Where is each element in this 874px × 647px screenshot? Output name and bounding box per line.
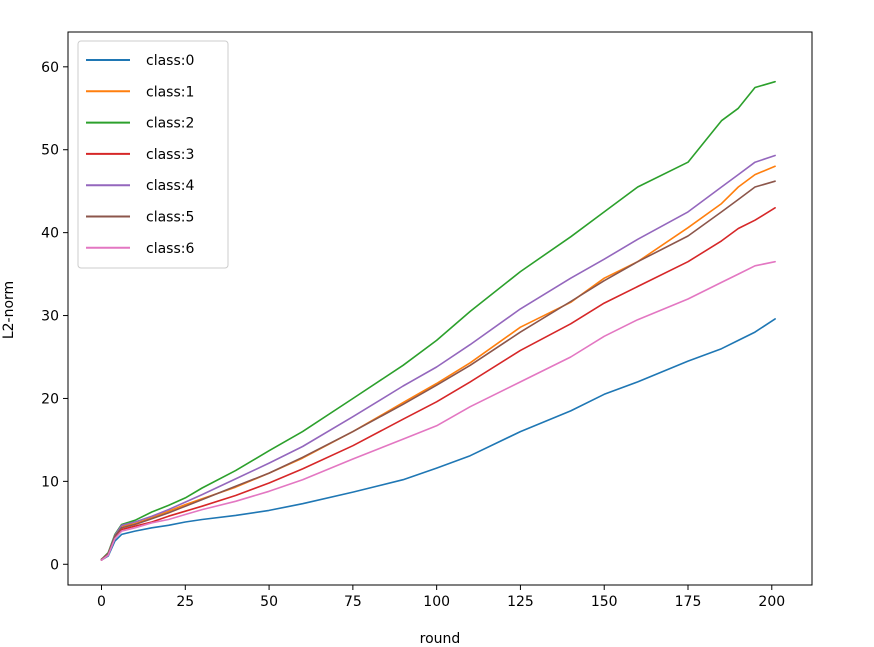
x-tick-label: 75 xyxy=(344,594,362,610)
y-axis-ticks: 0 10 20 30 40 50 60 xyxy=(41,60,68,573)
series-line-class-6 xyxy=(100,260,776,561)
legend-label: class:3 xyxy=(146,147,194,163)
y-tick-label: 60 xyxy=(41,60,59,76)
x-tick-label: 50 xyxy=(260,594,278,610)
legend-label: class:2 xyxy=(146,116,194,132)
x-axis-label: round xyxy=(420,631,461,647)
x-tick-label: 0 xyxy=(97,594,106,610)
y-axis-label: L2-norm xyxy=(1,281,17,339)
x-axis-ticks: 0 25 50 75 100 125 150 175 200 xyxy=(97,585,785,610)
legend-label: class:4 xyxy=(146,178,194,194)
legend-label: class:6 xyxy=(146,241,194,257)
legend-label: class:0 xyxy=(146,53,194,69)
y-tick-label: 50 xyxy=(41,143,59,159)
y-tick-label: 30 xyxy=(41,309,59,325)
series-line-class-2 xyxy=(100,80,776,561)
y-tick-label: 0 xyxy=(50,557,59,573)
y-tick-label: 40 xyxy=(41,226,59,242)
plot-frame xyxy=(67,31,813,586)
series-line-class-5 xyxy=(100,180,776,561)
x-tick-label: 200 xyxy=(758,594,785,610)
series-line-class-4 xyxy=(100,154,776,561)
legend-label: class:1 xyxy=(146,84,194,100)
series-line-class-0 xyxy=(100,318,776,561)
x-tick-label: 150 xyxy=(591,594,618,610)
y-tick-label: 10 xyxy=(41,474,59,490)
x-tick-label: 25 xyxy=(176,594,194,610)
x-tick-label: 125 xyxy=(507,594,534,610)
legend-label: class:5 xyxy=(146,210,194,226)
legend-frame xyxy=(77,40,229,269)
series-layer xyxy=(100,80,776,561)
x-tick-label: 175 xyxy=(675,594,702,610)
y-tick-label: 20 xyxy=(41,391,59,407)
legend: class:0 class:1 class:2 class:3 class:4 class… xyxy=(77,40,229,269)
x-tick-label: 100 xyxy=(423,594,450,610)
series-line-class-3 xyxy=(100,207,776,561)
